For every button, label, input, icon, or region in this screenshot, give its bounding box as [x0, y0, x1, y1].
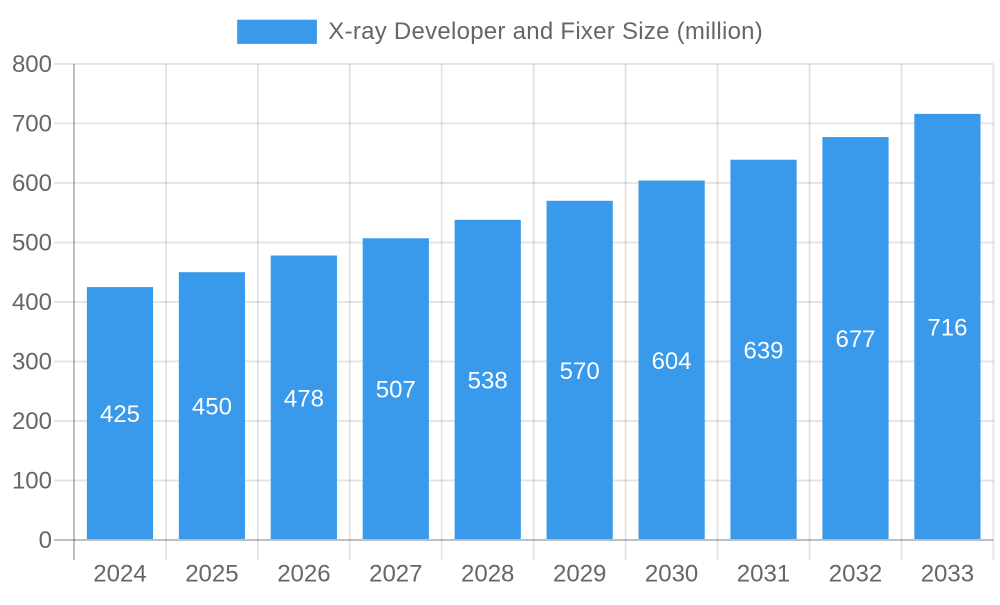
svg-text:450: 450 — [192, 394, 232, 421]
svg-text:700: 700 — [12, 110, 52, 137]
svg-text:2029: 2029 — [553, 560, 606, 587]
svg-text:2031: 2031 — [737, 560, 790, 587]
svg-text:2028: 2028 — [461, 560, 514, 587]
svg-text:100: 100 — [12, 468, 52, 495]
svg-text:538: 538 — [468, 368, 508, 395]
svg-text:639: 639 — [743, 338, 783, 365]
svg-text:800: 800 — [12, 51, 52, 78]
svg-text:2030: 2030 — [645, 560, 698, 587]
svg-text:2026: 2026 — [277, 560, 330, 587]
svg-text:X-ray Developer and Fixer Size: X-ray Developer and Fixer Size (million) — [328, 18, 763, 45]
svg-text:500: 500 — [12, 229, 52, 256]
svg-text:478: 478 — [284, 385, 324, 412]
svg-text:507: 507 — [376, 377, 416, 404]
svg-text:2025: 2025 — [185, 560, 238, 587]
svg-text:716: 716 — [927, 315, 967, 342]
svg-text:200: 200 — [12, 408, 52, 435]
svg-text:2027: 2027 — [369, 560, 422, 587]
svg-text:600: 600 — [12, 170, 52, 197]
svg-text:570: 570 — [560, 358, 600, 385]
svg-text:2033: 2033 — [921, 560, 974, 587]
svg-text:604: 604 — [652, 348, 692, 375]
svg-text:677: 677 — [835, 326, 875, 353]
svg-text:425: 425 — [100, 401, 140, 428]
svg-text:2024: 2024 — [93, 560, 146, 587]
svg-text:2032: 2032 — [829, 560, 882, 587]
svg-text:400: 400 — [12, 289, 52, 316]
svg-text:300: 300 — [12, 349, 52, 376]
svg-text:0: 0 — [39, 527, 52, 554]
